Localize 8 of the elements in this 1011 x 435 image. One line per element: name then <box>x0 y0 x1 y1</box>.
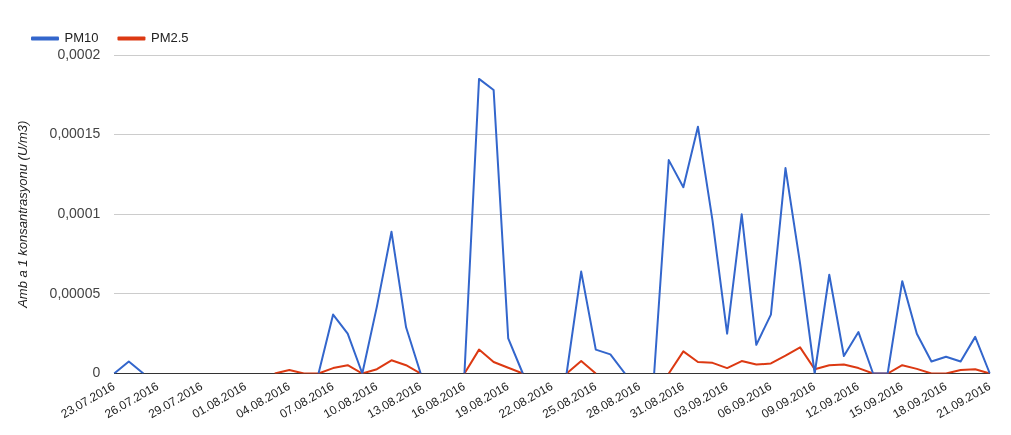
y-tick-label: 0,00015 <box>49 125 101 142</box>
y-tick-label: 0 <box>92 364 101 381</box>
y-tick-label: 0,00005 <box>49 284 101 301</box>
y-tick-label: 0,0001 <box>57 205 101 222</box>
y-tick-label: 0,0002 <box>57 45 101 62</box>
legend-label: PM2.5 <box>150 30 189 46</box>
y-axis-title: Amb a 1 konsantrasyonu (U/m3) <box>15 120 31 309</box>
legend-label: PM10 <box>64 30 99 46</box>
